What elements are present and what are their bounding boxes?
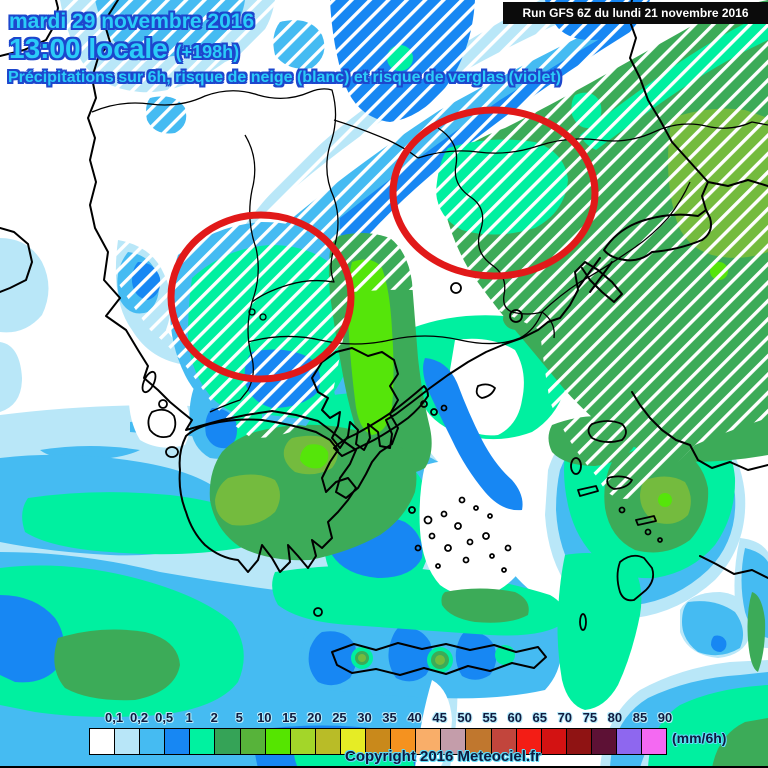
legend-threshold-label: 25 [332, 710, 347, 725]
legend-threshold-label: 65 [532, 710, 548, 725]
legend-threshold-label: 15 [282, 710, 297, 725]
legend-unit: (mm/6h) [672, 730, 727, 746]
snow-risk-hatch-overlay [0, 0, 768, 499]
highlight-circle-north-greece [167, 211, 355, 383]
highlight-circles [167, 106, 599, 383]
legend-threshold-label: 90 [657, 710, 673, 725]
legend-threshold-label: 0,1 [104, 710, 124, 725]
legend-threshold-label: 0,5 [155, 710, 174, 725]
legend-cell [264, 729, 290, 754]
legend-cell [164, 729, 190, 754]
country-borders [91, 88, 768, 413]
legend-threshold-label: 60 [507, 710, 522, 725]
legend-threshold-label: 35 [382, 710, 397, 725]
legend-cell [239, 729, 265, 754]
legend-threshold-label: 55 [482, 710, 497, 725]
legend-cell [390, 729, 416, 754]
legend-cell [415, 729, 441, 754]
legend-cell [440, 729, 466, 754]
forecast-date: mardi 29 novembre 2016 [9, 10, 255, 33]
legend-cell [590, 729, 616, 754]
legend-cell [114, 729, 140, 754]
legend-threshold-label: 10 [257, 710, 272, 725]
run-banner: Run GFS 6Z du lundi 21 novembre 2016 [503, 2, 768, 24]
legend-threshold-label: 2 [210, 710, 218, 725]
highlight-circle-thrace [389, 106, 599, 280]
coastlines [0, 0, 768, 676]
legend-threshold-label: 0,2 [130, 710, 149, 725]
legend-cell [515, 729, 541, 754]
legend-threshold-label: 30 [357, 710, 372, 725]
precipitation-legend: 0,1 0,2 0,5 1 2 5 10 15 20 25 30 35 40 45 50 55 60 65 70 75… [89, 710, 672, 755]
forecast-time-text: 13:00 locale [9, 33, 168, 64]
legend-threshold-label: 20 [307, 710, 322, 725]
legend-cell [139, 729, 165, 754]
legend-cell [565, 729, 591, 754]
legend-cell [615, 729, 642, 754]
legend-cell [289, 729, 315, 754]
legend-cell [365, 729, 391, 754]
run-banner-text: Run GFS 6Z du lundi 21 novembre 2016 [522, 6, 749, 20]
legend-cell [314, 729, 340, 754]
legend-threshold-label: 40 [407, 710, 422, 725]
legend-cell [465, 729, 491, 754]
legend-cell [641, 729, 667, 754]
legend-cell [540, 729, 566, 754]
island-outlines [141, 282, 663, 631]
legend-cell [90, 729, 115, 754]
legend-threshold-label: 45 [432, 710, 447, 725]
legend-color-bar [89, 728, 667, 755]
legend-cell [339, 729, 366, 754]
map-subtitle: Précipitations sur 6h, risque de neige (… [8, 69, 562, 86]
map-frame-bottom-edge [0, 766, 768, 768]
forecast-time: 13:00 locale (+198h) [9, 33, 239, 65]
legend-threshold-label: 80 [607, 710, 623, 725]
legend-threshold-label: 1 [185, 710, 193, 725]
legend-threshold-label: 85 [632, 710, 648, 725]
legend-threshold-label: 5 [235, 710, 243, 725]
legend-cell [189, 729, 215, 754]
legend-threshold-label: 70 [557, 710, 573, 725]
legend-threshold-label: 75 [582, 710, 598, 725]
legend-scale-labels: 0,1 0,2 0,5 1 2 5 10 15 20 25 30 35 40 45 50 55 60 65 70 75… [89, 710, 672, 727]
forecast-run-offset: (+198h) [175, 42, 240, 62]
legend-threshold-label: 50 [457, 710, 472, 725]
legend-cell [214, 729, 240, 754]
copyright-text: Copyright 2016 Meteociel.fr [345, 748, 541, 765]
legend-cell [490, 729, 516, 754]
